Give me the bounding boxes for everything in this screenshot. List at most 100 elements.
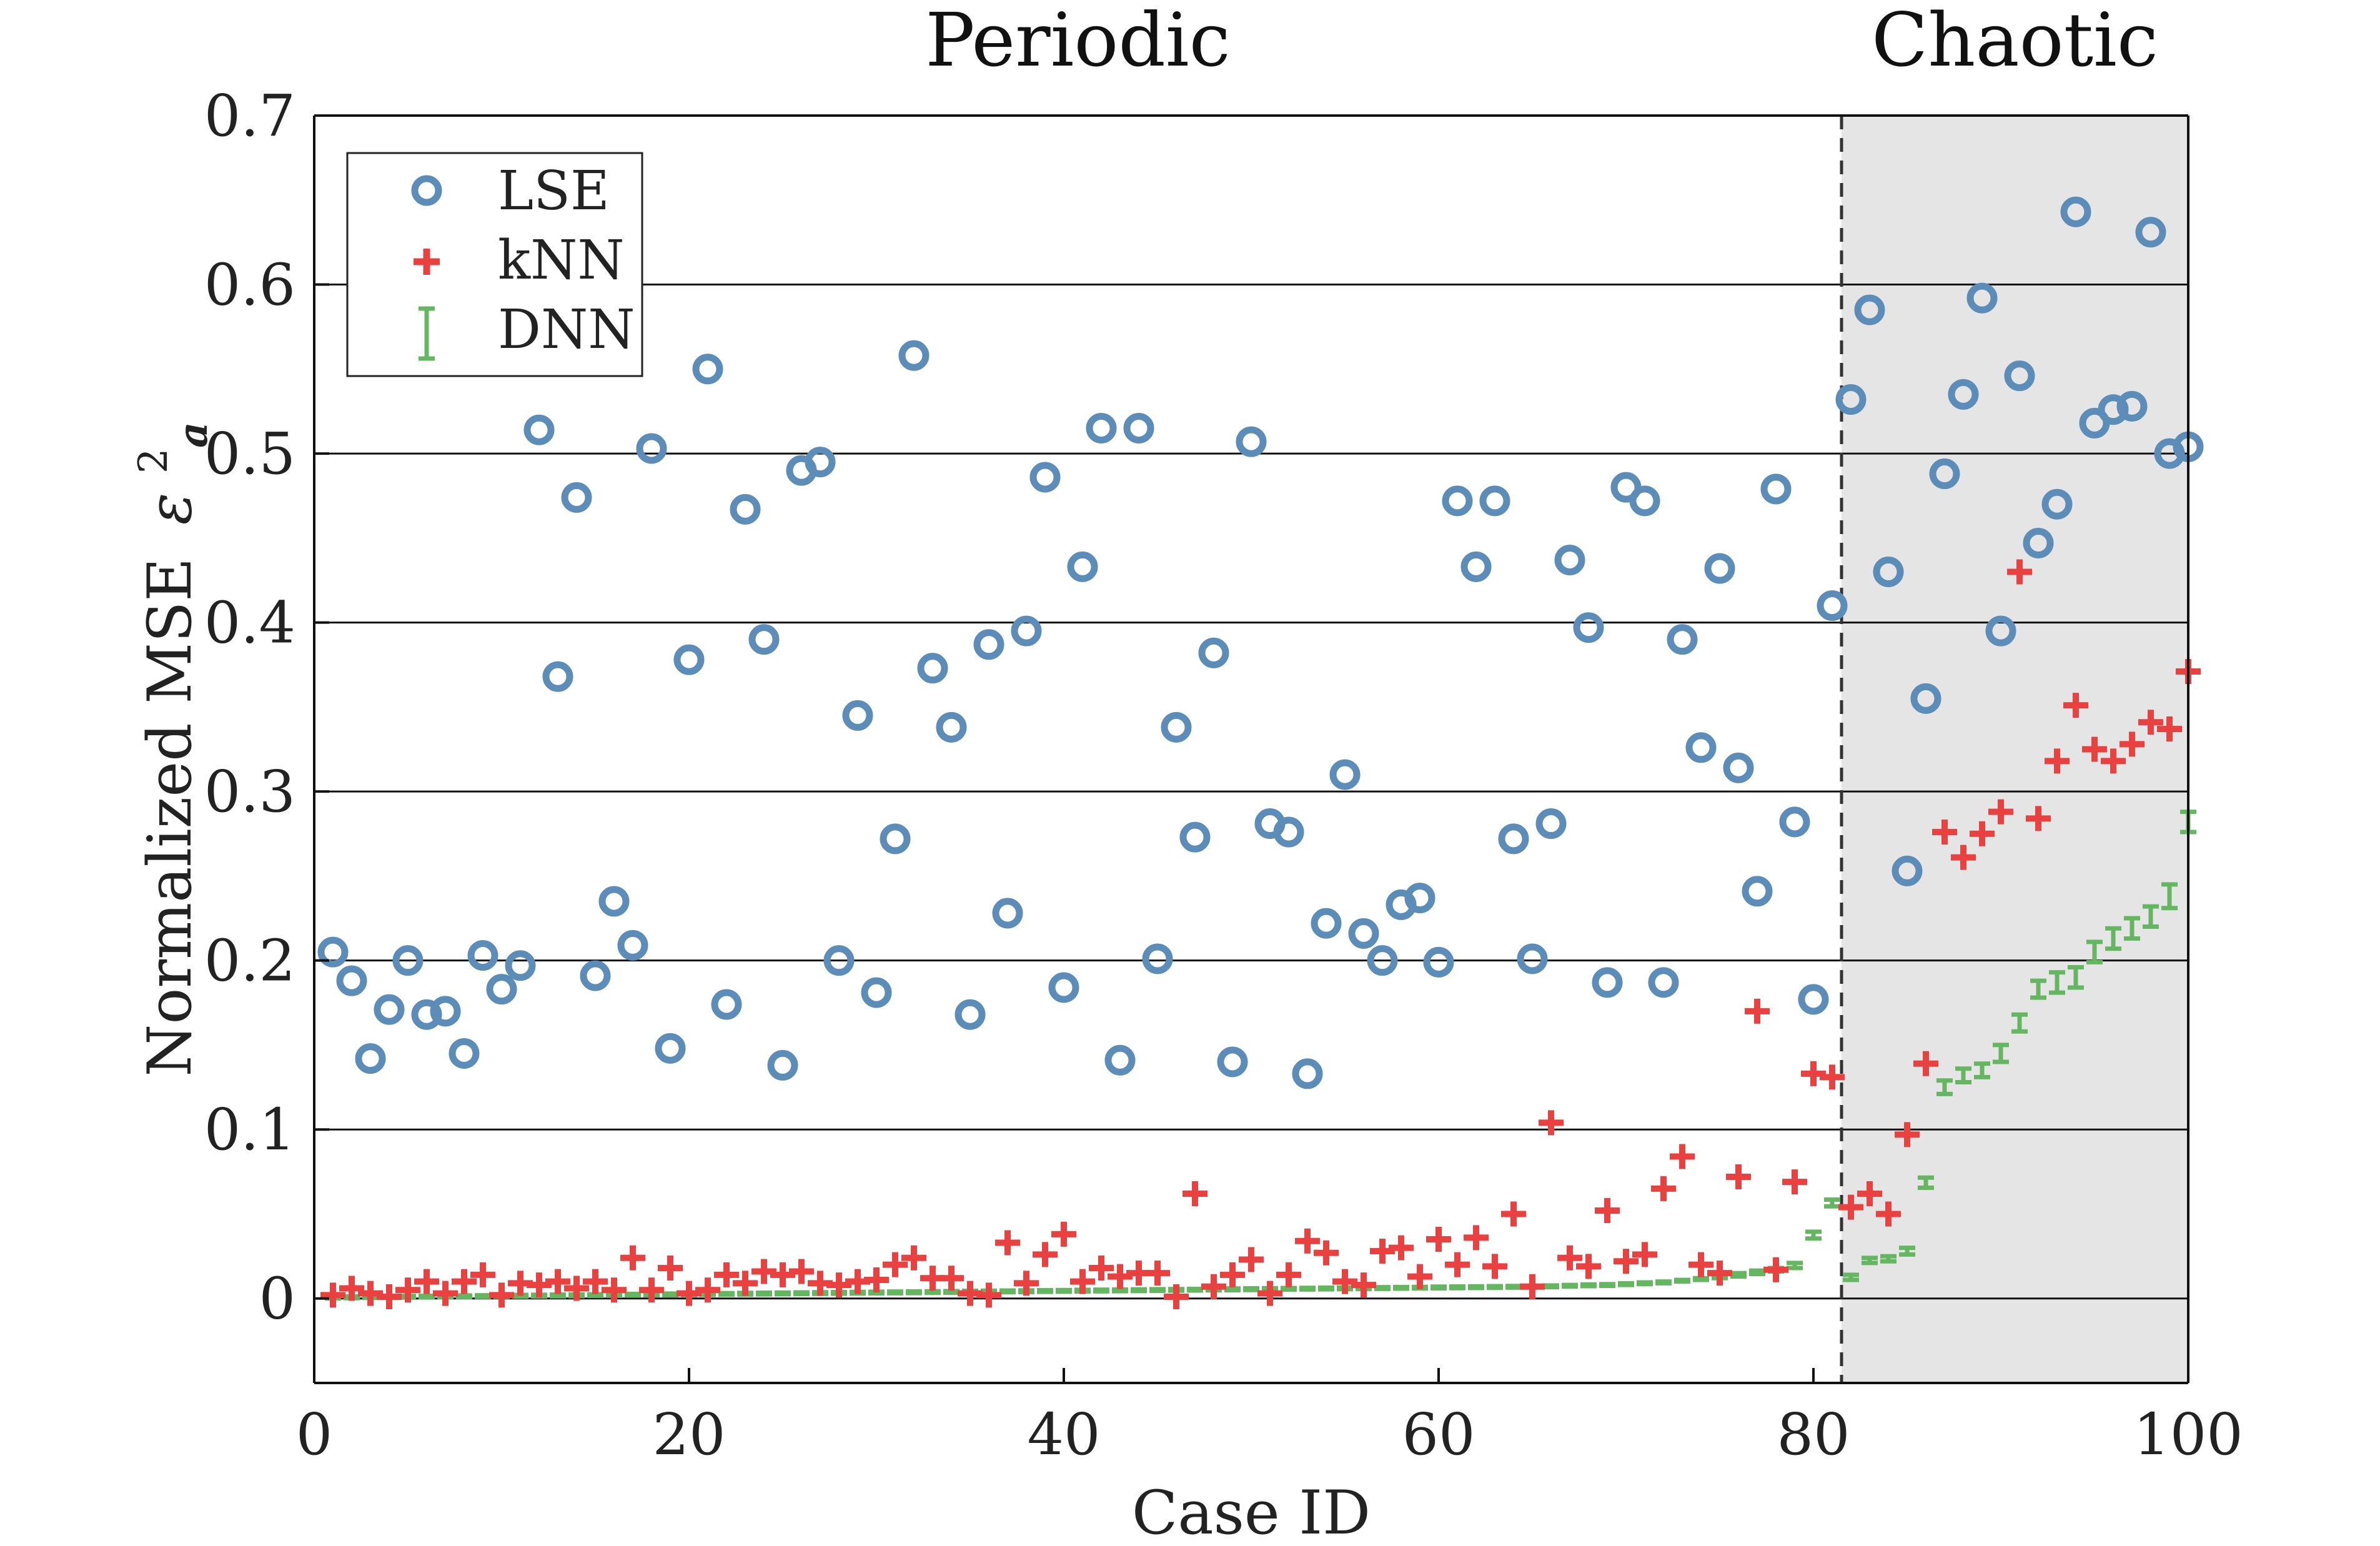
lse-point [1479,485,1510,517]
lse-point [1011,615,1042,647]
knn-point [1482,1254,1507,1279]
dnn-point [1449,1284,1465,1291]
lse-point [1873,556,1904,587]
dnn-series [325,810,2196,1301]
lse-point [1348,918,1379,949]
lse-point [1067,551,1098,582]
y-axis-label: Normalized MSE ε 2 a [111,422,217,1076]
dnn-point [2030,978,2046,1000]
dnn-point [1730,1271,1747,1279]
knn-point [1407,1264,1432,1289]
lse-point [1498,823,1529,855]
dnn-point [1580,1282,1597,1289]
lse-point [1367,945,1398,976]
legend-label-knn: kNN [498,229,625,292]
chaotic-region [1842,116,2188,1383]
knn-point [2120,731,2144,757]
dnn-point [662,1291,678,1298]
knn-point [339,1276,364,1301]
knn-point [1763,1257,1788,1282]
axis-ticks: 0 20 40 60 80 100 0 0.1 0.2 0.3 0.4 0.5 0.6 0.7 [204,82,2243,1468]
knn-point [1295,1228,1320,1254]
lse-point [1929,458,1960,490]
lse-point [1985,615,2016,647]
lse-point [617,929,648,961]
lse-point [992,898,1023,929]
lse-point [1910,683,1941,714]
dnn-point [793,1290,810,1297]
legend: LSE kNN DNN [346,152,643,377]
knn-point [864,1267,889,1292]
dnn-point [718,1291,735,1297]
dnn-point [2086,939,2103,964]
dnn-point [550,1292,566,1299]
dnn-point [587,1292,603,1299]
dnn-point [475,1293,491,1299]
lse-point [2135,217,2166,248]
knn-point [1539,1110,1564,1136]
knn-point [883,1252,908,1277]
dnn-point [1936,1078,1953,1096]
knn-series [320,559,2201,1310]
lse-point [1592,967,1623,998]
knn-point [1726,1164,1751,1189]
lse-point [1723,752,1754,783]
x-tick-label: 20 [652,1401,725,1468]
knn-point [1820,1064,1845,1090]
knn-point [1501,1201,1526,1227]
lse-point [1311,908,1342,939]
lse-point [392,945,424,976]
knn-point [789,1259,814,1284]
knn-point [733,1271,758,1296]
knn-point [1576,1254,1601,1279]
lse-point [1742,876,1773,907]
knn-point [1164,1284,1189,1310]
knn-point [976,1282,1001,1308]
lse-point [561,482,592,513]
x-tick-label: 80 [1777,1401,1850,1468]
y-tick-label: 0 [259,1266,295,1332]
lse-point [1966,282,1998,314]
knn-point [1070,1269,1095,1294]
dnn-point [1618,1281,1634,1287]
lse-point [449,1038,480,1069]
knn-point [1595,1198,1620,1224]
dnn-point [2068,964,2084,990]
dnn-point [1224,1286,1241,1292]
legend-label-lse: LSE [498,160,610,222]
knn-point [1314,1240,1339,1266]
lse-point [1161,711,1192,743]
lse-series [317,196,2204,1089]
knn-point [1108,1264,1133,1289]
knn-point [1051,1221,1076,1247]
lse-point [1835,384,1867,415]
lse-point [2004,360,2035,392]
dnn-point [2011,1012,2028,1034]
dnn-point [1637,1280,1653,1287]
dnn-point [1505,1284,1522,1290]
knn-point [1033,1242,1058,1267]
lse-point [1442,485,1473,517]
dnn-point [1787,1261,1803,1271]
dnn-point [1243,1286,1259,1292]
lse-point [1179,821,1211,853]
dnn-point [1899,1246,1915,1257]
dnn-point [1281,1286,1297,1292]
legend-label-dnn: DNN [498,299,635,361]
knn-point [1876,1201,1901,1227]
lse-point [1273,816,1304,848]
lse-point [430,996,461,1027]
lse-point [842,700,873,731]
lse-point [1554,545,1585,576]
lse-point [411,999,442,1030]
dnn-point [1318,1285,1334,1292]
region-label-periodic: Periodic [925,0,1230,83]
knn-point [545,1269,570,1294]
dnn-point [1749,1268,1765,1277]
knn-point [826,1272,851,1298]
lse-point [486,974,517,1005]
lse-point [1048,972,1079,1003]
lse-point [973,629,1004,660]
lse-point [1029,462,1061,493]
